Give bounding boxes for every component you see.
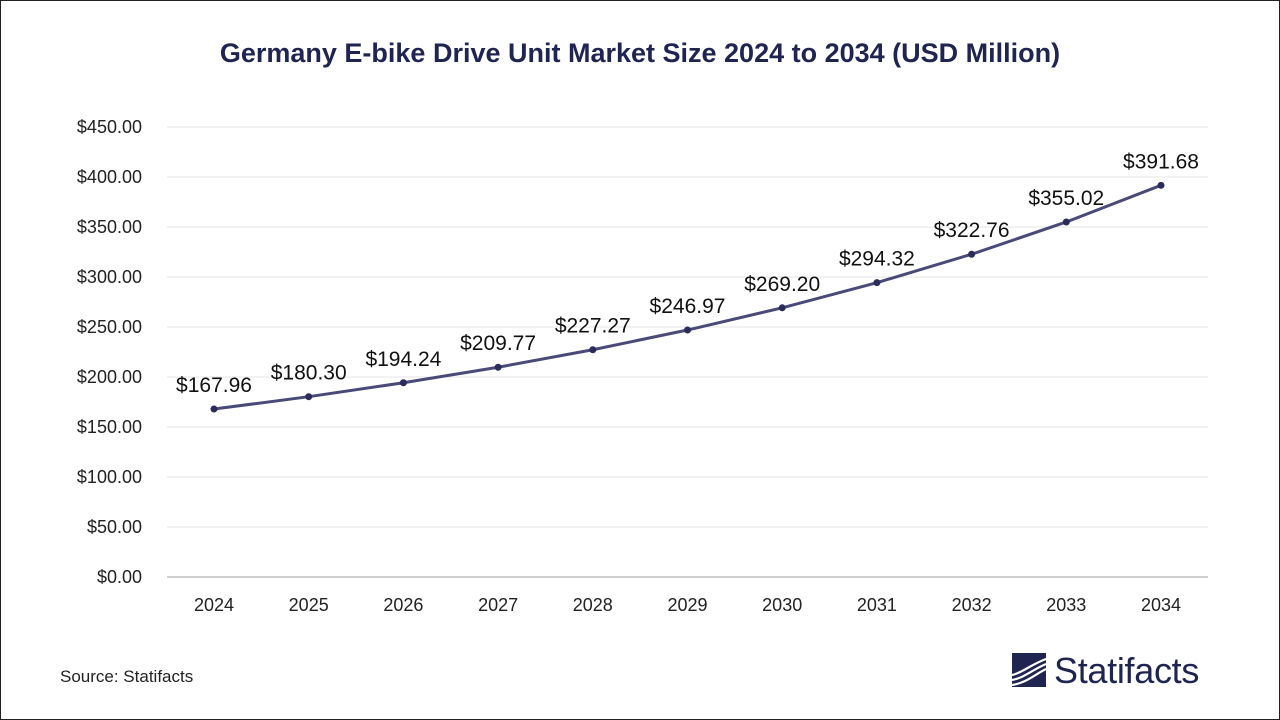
data-label: $209.77 (460, 332, 536, 355)
data-point (873, 279, 881, 287)
x-tick-label: 2031 (857, 595, 897, 615)
x-tick-label: 2029 (667, 595, 707, 615)
data-point (778, 304, 786, 312)
x-tick-label: 2026 (383, 595, 423, 615)
data-point (968, 250, 976, 258)
data-point (684, 326, 691, 334)
x-axis: 2024 2025 2026 2027 2028 2029 2030 2031 2032 2033… (167, 576, 1208, 615)
data-label: $269.20 (744, 273, 820, 296)
y-tick-label: $50.00 (87, 517, 142, 537)
y-tick-label: $450.00 (77, 117, 142, 137)
data-label: $180.30 (271, 362, 347, 385)
series-market-size (210, 181, 1165, 413)
data-point (399, 379, 407, 387)
x-tick-label: 2033 (1046, 595, 1086, 615)
data-point (305, 393, 313, 401)
x-tick-label: 2025 (289, 595, 329, 615)
x-tick-label: 2024 (194, 595, 234, 615)
data-point (494, 363, 502, 371)
y-tick-label: $150.00 (77, 417, 142, 437)
data-point (589, 346, 597, 354)
y-tick-label: $100.00 (77, 467, 142, 487)
data-point (1157, 181, 1165, 189)
x-tick-label: 2030 (762, 595, 802, 615)
chart-title: Germany E-bike Drive Unit Market Size 20… (219, 38, 1061, 68)
data-point (210, 405, 218, 413)
data-point (1062, 218, 1070, 226)
y-axis: $0.00 $50.00 $100.00 $150.00 $200.00 $250.00 $… (77, 117, 142, 587)
y-tick-label: $200.00 (77, 367, 142, 387)
y-tick-label: $250.00 (77, 317, 142, 337)
x-tick-label: 2032 (952, 595, 992, 615)
data-label: $355.02 (1028, 187, 1104, 210)
brand-logo: Statifacts (1012, 650, 1199, 692)
y-tick-label: $0.00 (97, 567, 142, 587)
x-tick-label: 2027 (478, 595, 518, 615)
statifacts-logo-icon (1012, 653, 1047, 687)
x-tick-label: 2028 (573, 595, 613, 615)
data-label: $194.24 (365, 348, 441, 371)
data-label: $227.27 (555, 315, 631, 338)
data-labels: $167.96 $180.30 $194.24 $209.77 $227.27 $246.… (176, 150, 1199, 397)
y-tick-label: $300.00 (77, 267, 142, 287)
y-tick-label: $400.00 (77, 167, 142, 187)
source-note: Source: Statifacts (60, 667, 194, 686)
data-label: $294.32 (839, 248, 915, 271)
data-label: $246.97 (650, 295, 726, 318)
data-label: $167.96 (176, 374, 252, 397)
grid-lines (167, 126, 1208, 528)
brand-name: Statifacts (1054, 650, 1200, 691)
x-tick-label: 2034 (1141, 595, 1181, 615)
y-tick-label: $350.00 (77, 217, 142, 237)
data-label: $391.68 (1123, 150, 1199, 173)
data-label: $322.76 (934, 219, 1010, 242)
